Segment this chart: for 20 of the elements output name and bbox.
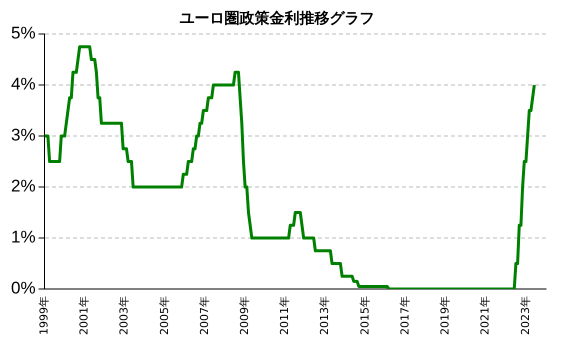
x-tick-label: 2019年 xyxy=(438,296,452,336)
chart-title: ユーロ圏政策金利推移グラフ xyxy=(180,8,374,27)
x-tick-label: 2013年 xyxy=(318,296,332,336)
x-tick-label: 2017年 xyxy=(398,296,412,336)
y-tick-label: 1% xyxy=(10,228,36,247)
x-tick-label: 2009年 xyxy=(238,296,251,336)
x-tick-label: 1999年 xyxy=(37,296,50,336)
x-tick-label: 2007年 xyxy=(198,296,211,336)
x-tick-label: 2003年 xyxy=(118,296,131,336)
x-tick-label: 2011年 xyxy=(278,296,292,336)
y-tick-label: 3% xyxy=(10,126,36,145)
y-tick-label: 4% xyxy=(10,74,36,94)
x-tick-label: 2001年 xyxy=(78,296,91,336)
y-tick-label: 5% xyxy=(10,24,36,43)
x-tick-label: 2005年 xyxy=(158,296,171,336)
x-tick-label: 2015年 xyxy=(358,296,372,336)
x-tick-label: 2021年 xyxy=(478,296,492,336)
y-tick-label: 0% xyxy=(10,278,36,298)
x-tick-label: 2023年 xyxy=(518,296,532,336)
y-tick-label: 2% xyxy=(10,176,36,196)
